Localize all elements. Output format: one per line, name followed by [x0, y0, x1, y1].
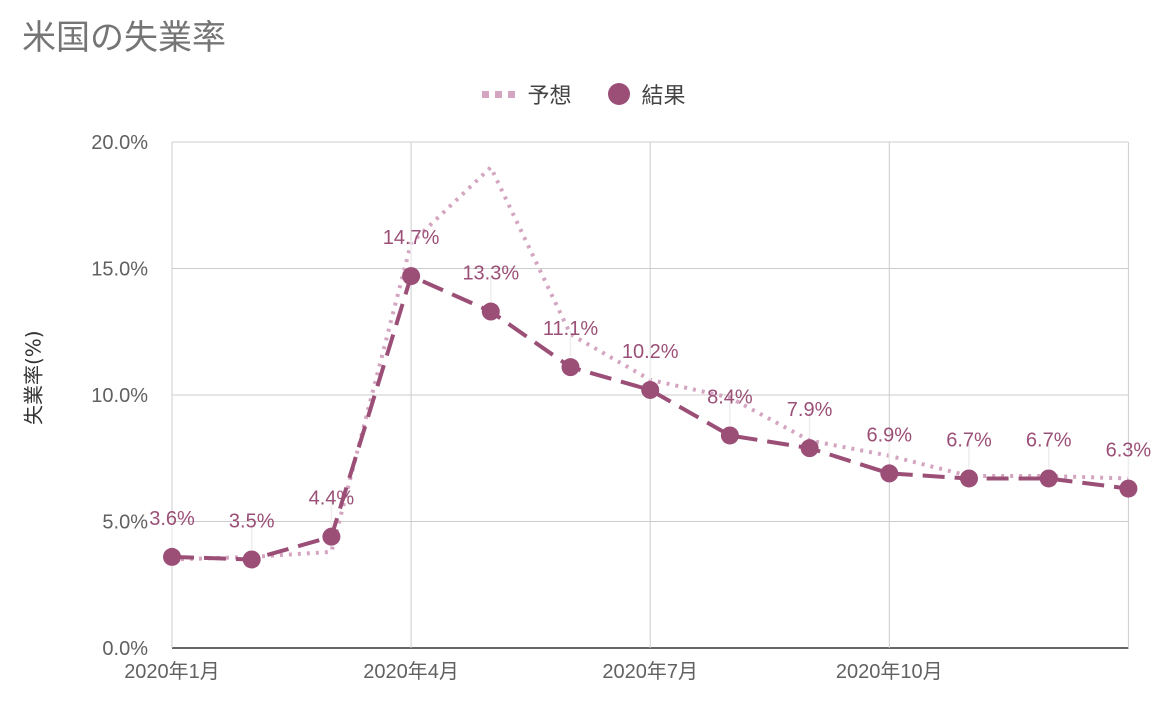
data-point-actual: [322, 527, 341, 546]
legend-label-forecast: 予想: [527, 84, 572, 109]
data-label-actual: 10.2%: [622, 341, 679, 363]
data-label-actual: 8.4%: [707, 386, 753, 408]
legend-label-actual: 結果: [641, 84, 686, 109]
chart-title: 米国の失業率: [22, 18, 226, 58]
y-tick-label: 20.0%: [91, 132, 148, 154]
data-point-actual: [163, 547, 181, 566]
data-label-actual: 13.3%: [462, 263, 519, 285]
data-label-actual: 7.9%: [787, 399, 833, 421]
y-tick-label: 15.0%: [91, 259, 148, 281]
data-point-actual: [561, 358, 580, 377]
circle-marker-swatch: [607, 83, 630, 105]
legend-item-actual: 結果: [607, 78, 686, 110]
data-label-actual: 11.1%: [543, 318, 598, 340]
x-tick-label: 2020年7月: [602, 660, 698, 683]
data-point-actual: [481, 302, 500, 321]
data-point-actual: [1119, 479, 1138, 498]
data-label-actual: 6.3%: [1106, 440, 1152, 462]
data-point-actual: [720, 426, 739, 445]
x-tick-label: 2020年1月: [124, 660, 220, 683]
data-point-actual: [242, 550, 261, 569]
y-tick-label: 5.0%: [102, 512, 148, 534]
x-tick-label: 2020年4月: [363, 660, 459, 683]
data-point-actual: [800, 439, 819, 458]
data-label-actual: 6.7%: [1026, 429, 1072, 451]
data-label-actual: 14.7%: [383, 227, 440, 249]
legend: 予想 結果: [0, 78, 1168, 110]
data-point-actual: [960, 469, 978, 488]
data-point-actual: [641, 380, 660, 399]
data-point-actual: [402, 267, 421, 286]
dotted-line-swatch: [482, 90, 516, 98]
data-label-actual: 6.9%: [867, 424, 913, 446]
data-label-actual: 3.6%: [149, 508, 195, 530]
legend-item-forecast: 予想: [482, 78, 572, 110]
data-label-actual: 3.5%: [229, 510, 275, 532]
data-point-actual: [1039, 469, 1058, 488]
x-tick-label: 2020年10月: [836, 660, 943, 683]
data-label-actual: 6.7%: [946, 429, 992, 451]
y-tick-label: 0.0%: [102, 638, 148, 660]
y-tick-label: 10.0%: [91, 385, 148, 407]
data-point-actual: [880, 464, 899, 483]
data-label-actual: 4.4%: [309, 488, 355, 510]
